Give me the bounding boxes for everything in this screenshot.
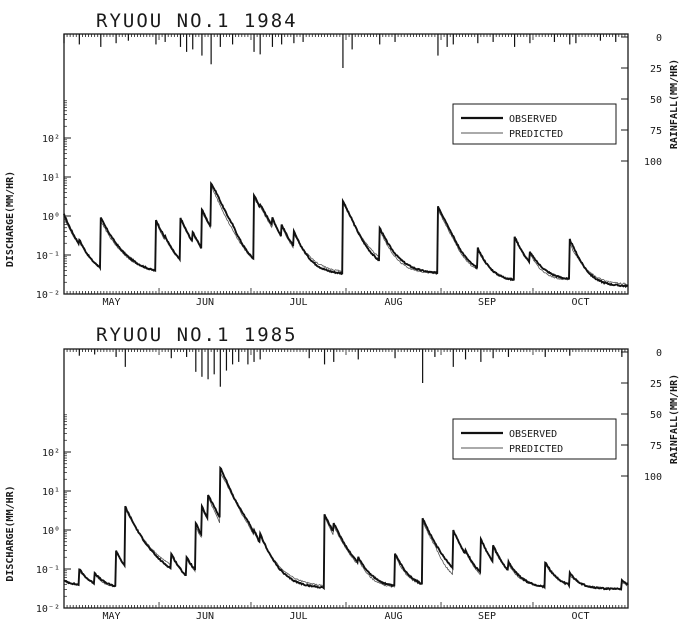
- y2-tick-label: 25: [650, 64, 662, 75]
- legend-label-predicted: PREDICTED: [509, 444, 563, 455]
- y-tick-label: 10⁻²: [36, 604, 60, 615]
- legend-label-predicted: PREDICTED: [509, 129, 563, 140]
- series-line-predicted: [63, 471, 629, 590]
- month-label: SEP: [478, 297, 496, 308]
- month-label: MAY: [102, 611, 120, 622]
- y2-tick-label: 100: [644, 157, 662, 168]
- y2-tick-label: 0: [656, 33, 662, 44]
- y2-tick-label: 75: [650, 441, 662, 452]
- y-tick-label: 10⁰: [42, 212, 60, 223]
- y-tick-label: 10⁻¹: [36, 565, 60, 576]
- month-label: AUG: [384, 297, 402, 308]
- chart-title: RYUOU NO.1 1985: [96, 324, 298, 346]
- legend-box: [452, 103, 617, 145]
- y-tick-label: 10¹: [42, 173, 60, 184]
- chart-1985: RYUOU NO.1 1985 MAY JUN JUL AUG SEP OCT 10⁻² 10…: [5, 324, 680, 622]
- month-label: JUN: [196, 297, 214, 308]
- y2-tick-label: 25: [650, 379, 662, 390]
- month-label: OCT: [571, 611, 589, 622]
- y2-tick-label: 50: [650, 410, 662, 421]
- month-label: OCT: [571, 297, 589, 308]
- month-label: JUN: [196, 611, 214, 622]
- legend-label-observed: OBSERVED: [509, 429, 557, 440]
- month-label: AUG: [384, 611, 402, 622]
- y2-tick-label: 50: [650, 95, 662, 106]
- y-tick-label: 10¹: [42, 487, 60, 498]
- y2-tick-label: 100: [644, 472, 662, 483]
- y-tick-label: 10⁻¹: [36, 251, 60, 262]
- y-axis-label: DISCHARGE(MM/HR): [5, 171, 16, 267]
- y2-axis-label: RAINFALL(MM/HR): [669, 59, 680, 149]
- y-axis-label: DISCHARGE(MM/HR): [5, 485, 16, 581]
- chart-title: RYUOU NO.1 1984: [96, 10, 298, 32]
- y-tick-label: 10²: [42, 448, 60, 459]
- month-label: JUL: [289, 611, 307, 622]
- plot-frame: [63, 348, 629, 609]
- chart-1984: RYUOU NO.1 1984 MAY JUN JUL AUG SEP OCT 10⁻² 10…: [5, 10, 680, 308]
- month-label: MAY: [102, 297, 120, 308]
- legend-box: [452, 418, 617, 460]
- plot-frame: [63, 33, 629, 295]
- series-line-observed: [63, 465, 629, 591]
- month-label: JUL: [289, 297, 307, 308]
- y-tick-label: 10⁻²: [36, 290, 60, 301]
- month-label: SEP: [478, 611, 496, 622]
- y2-tick-label: 0: [656, 348, 662, 359]
- y2-tick-label: 75: [650, 126, 662, 137]
- y2-axis-label: RAINFALL(MM/HR): [669, 374, 680, 464]
- y-tick-label: 10²: [42, 134, 60, 145]
- y-tick-label: 10⁰: [42, 526, 60, 537]
- legend-label-observed: OBSERVED: [509, 114, 557, 125]
- series-line-observed: [63, 180, 629, 289]
